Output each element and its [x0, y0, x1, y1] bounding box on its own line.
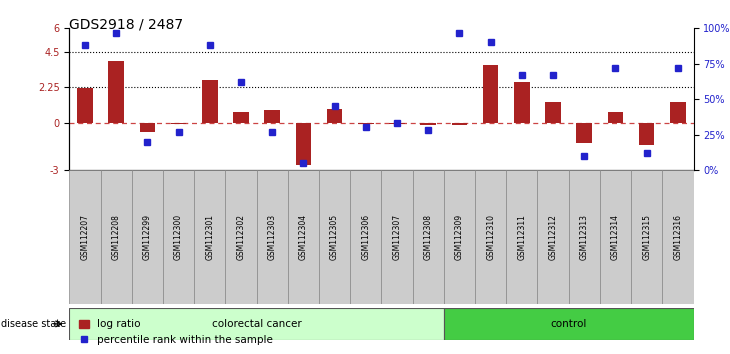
- Bar: [381, 170, 412, 304]
- Bar: [514, 82, 530, 123]
- Bar: [639, 123, 655, 145]
- Bar: [233, 112, 249, 123]
- Bar: [194, 170, 226, 304]
- Text: GSM112299: GSM112299: [143, 214, 152, 260]
- Bar: [444, 308, 694, 340]
- Text: GSM112208: GSM112208: [112, 214, 120, 260]
- Bar: [226, 170, 257, 304]
- Bar: [108, 61, 124, 123]
- Bar: [607, 112, 623, 123]
- Bar: [296, 123, 311, 165]
- Text: GSM112313: GSM112313: [580, 214, 589, 260]
- Text: GSM112301: GSM112301: [205, 214, 215, 260]
- Bar: [319, 170, 350, 304]
- Bar: [444, 170, 475, 304]
- Text: GSM112314: GSM112314: [611, 214, 620, 260]
- Bar: [577, 123, 592, 143]
- Bar: [69, 170, 101, 304]
- Bar: [600, 170, 631, 304]
- Bar: [131, 170, 163, 304]
- Text: GSM112312: GSM112312: [548, 214, 558, 260]
- Legend: log ratio, percentile rank within the sample: log ratio, percentile rank within the sa…: [74, 315, 277, 349]
- Bar: [288, 170, 319, 304]
- Bar: [264, 110, 280, 123]
- Bar: [537, 170, 569, 304]
- Bar: [327, 109, 342, 123]
- Bar: [358, 123, 374, 124]
- Text: disease state: disease state: [1, 319, 66, 329]
- Text: GSM112316: GSM112316: [673, 214, 683, 260]
- Bar: [139, 123, 155, 132]
- Text: GSM112311: GSM112311: [518, 214, 526, 260]
- Bar: [631, 170, 662, 304]
- Bar: [101, 170, 132, 304]
- Bar: [257, 170, 288, 304]
- Bar: [569, 170, 600, 304]
- Bar: [77, 88, 93, 123]
- Text: GSM112305: GSM112305: [330, 214, 339, 260]
- Bar: [662, 170, 694, 304]
- Bar: [202, 80, 218, 123]
- Bar: [507, 170, 537, 304]
- Bar: [545, 102, 561, 123]
- Bar: [475, 170, 507, 304]
- Text: GSM112207: GSM112207: [80, 214, 90, 260]
- Bar: [452, 123, 467, 125]
- Bar: [412, 170, 444, 304]
- Text: GSM112303: GSM112303: [268, 214, 277, 260]
- Bar: [350, 170, 381, 304]
- Text: GSM112300: GSM112300: [174, 214, 183, 260]
- Text: GSM112310: GSM112310: [486, 214, 495, 260]
- Bar: [69, 308, 444, 340]
- Text: GDS2918 / 2487: GDS2918 / 2487: [69, 18, 183, 32]
- Bar: [163, 170, 194, 304]
- Bar: [171, 123, 186, 124]
- Bar: [420, 123, 436, 125]
- Text: GSM112308: GSM112308: [423, 214, 433, 260]
- Text: GSM112302: GSM112302: [237, 214, 245, 260]
- Text: colorectal cancer: colorectal cancer: [212, 319, 301, 329]
- Text: GSM112309: GSM112309: [455, 214, 464, 260]
- Text: GSM112306: GSM112306: [361, 214, 370, 260]
- Text: GSM112315: GSM112315: [642, 214, 651, 260]
- Bar: [389, 123, 405, 124]
- Bar: [483, 64, 499, 123]
- Text: GSM112304: GSM112304: [299, 214, 308, 260]
- Text: control: control: [550, 319, 587, 329]
- Text: GSM112307: GSM112307: [393, 214, 402, 260]
- Bar: [670, 102, 685, 123]
